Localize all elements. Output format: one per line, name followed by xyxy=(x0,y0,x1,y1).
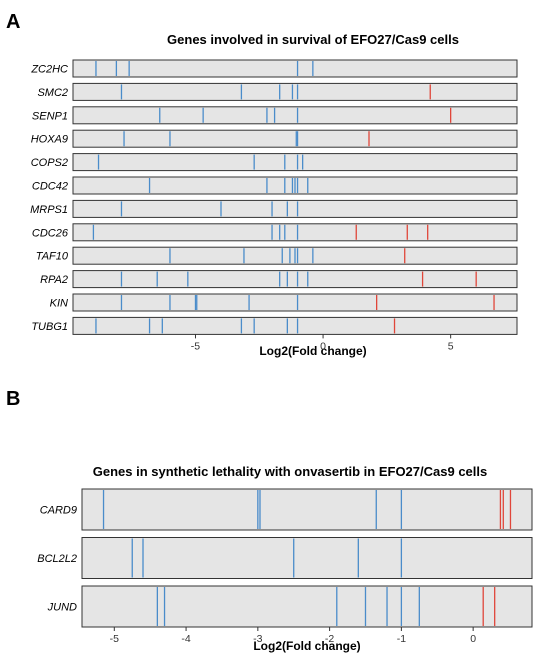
gene-row: MRPS1 xyxy=(30,199,518,218)
gene-label: ZC2HC xyxy=(30,64,68,76)
chart-title: Genes involved in survival of EFO27/Cas9… xyxy=(167,32,459,47)
gene-rows: ZC2HC SMC2 SENP1 HOXA9 COPS2 CDC42 MRPS1 CDC26 T… xyxy=(30,59,518,335)
row-background xyxy=(72,316,518,335)
gene-row: KIN xyxy=(50,293,518,312)
panel-letter-b: B xyxy=(6,388,20,410)
row-background xyxy=(72,270,518,289)
row-background xyxy=(72,106,518,125)
gene-label: KIN xyxy=(50,298,68,310)
x-tick-label: 0 xyxy=(470,633,476,645)
gene-label: TUBG1 xyxy=(31,321,68,333)
row-background xyxy=(72,82,518,101)
gene-row: TUBG1 xyxy=(31,316,518,335)
x-axis-title: Log2(Fold change) xyxy=(253,639,360,653)
gene-row: BCL2L2 xyxy=(37,537,533,579)
chart-synthetic-lethality: Genes in synthetic lethality with onvase… xyxy=(37,464,533,653)
x-tick-label: 5 xyxy=(448,340,454,352)
row-background xyxy=(72,199,518,218)
row-background xyxy=(81,488,533,531)
gene-label: SENP1 xyxy=(32,110,68,122)
gene-row: TAF10 xyxy=(36,246,518,265)
x-tick-label: -5 xyxy=(191,340,200,352)
gene-row: HOXA9 xyxy=(31,129,518,148)
gene-label: CARD9 xyxy=(40,505,77,517)
gene-label: TAF10 xyxy=(36,251,69,263)
gene-row: SMC2 xyxy=(37,82,518,101)
gene-label: MRPS1 xyxy=(30,204,68,216)
x-axis: -5 -4 -3 -2 -1 0 xyxy=(110,627,476,645)
x-axis-title: Log2(Fold change) xyxy=(259,344,366,358)
chart-title: Genes in synthetic lethality with onvase… xyxy=(93,464,487,479)
row-background xyxy=(72,153,518,172)
x-tick-label: -3 xyxy=(253,633,262,645)
row-background xyxy=(72,59,518,78)
row-background xyxy=(81,537,533,579)
gene-label: COPS2 xyxy=(31,157,68,169)
gene-row: COPS2 xyxy=(31,153,518,172)
gene-label: HOXA9 xyxy=(31,134,68,146)
gene-label: JUND xyxy=(47,602,77,614)
x-axis: -5 0 5 xyxy=(191,334,454,352)
x-tick-label: -1 xyxy=(397,633,406,645)
chart-survival: Genes involved in survival of EFO27/Cas9… xyxy=(30,32,518,358)
gene-row: JUND xyxy=(47,585,533,628)
row-background xyxy=(81,585,533,628)
gene-rows: CARD9 BCL2L2 JUND xyxy=(37,488,533,628)
row-background xyxy=(72,223,518,242)
x-tick-label: -4 xyxy=(181,633,190,645)
gene-label: BCL2L2 xyxy=(37,553,77,565)
x-tick-label: -5 xyxy=(110,633,119,645)
row-background xyxy=(72,129,518,148)
gene-row: SENP1 xyxy=(32,106,518,125)
gene-row: CDC42 xyxy=(32,176,518,195)
gene-label: SMC2 xyxy=(37,87,68,99)
gene-row: CDC26 xyxy=(32,223,518,242)
gene-row: CARD9 xyxy=(40,488,533,531)
gene-row: ZC2HC xyxy=(30,59,518,78)
gene-row: RPA2 xyxy=(40,270,518,289)
x-tick-label: -2 xyxy=(325,633,334,645)
row-background xyxy=(72,293,518,312)
gene-label: CDC26 xyxy=(32,227,69,239)
gene-label: CDC42 xyxy=(32,181,68,193)
panel-letter-a: A xyxy=(6,11,20,33)
gene-label: RPA2 xyxy=(40,274,68,286)
x-tick-label: 0 xyxy=(320,340,326,352)
